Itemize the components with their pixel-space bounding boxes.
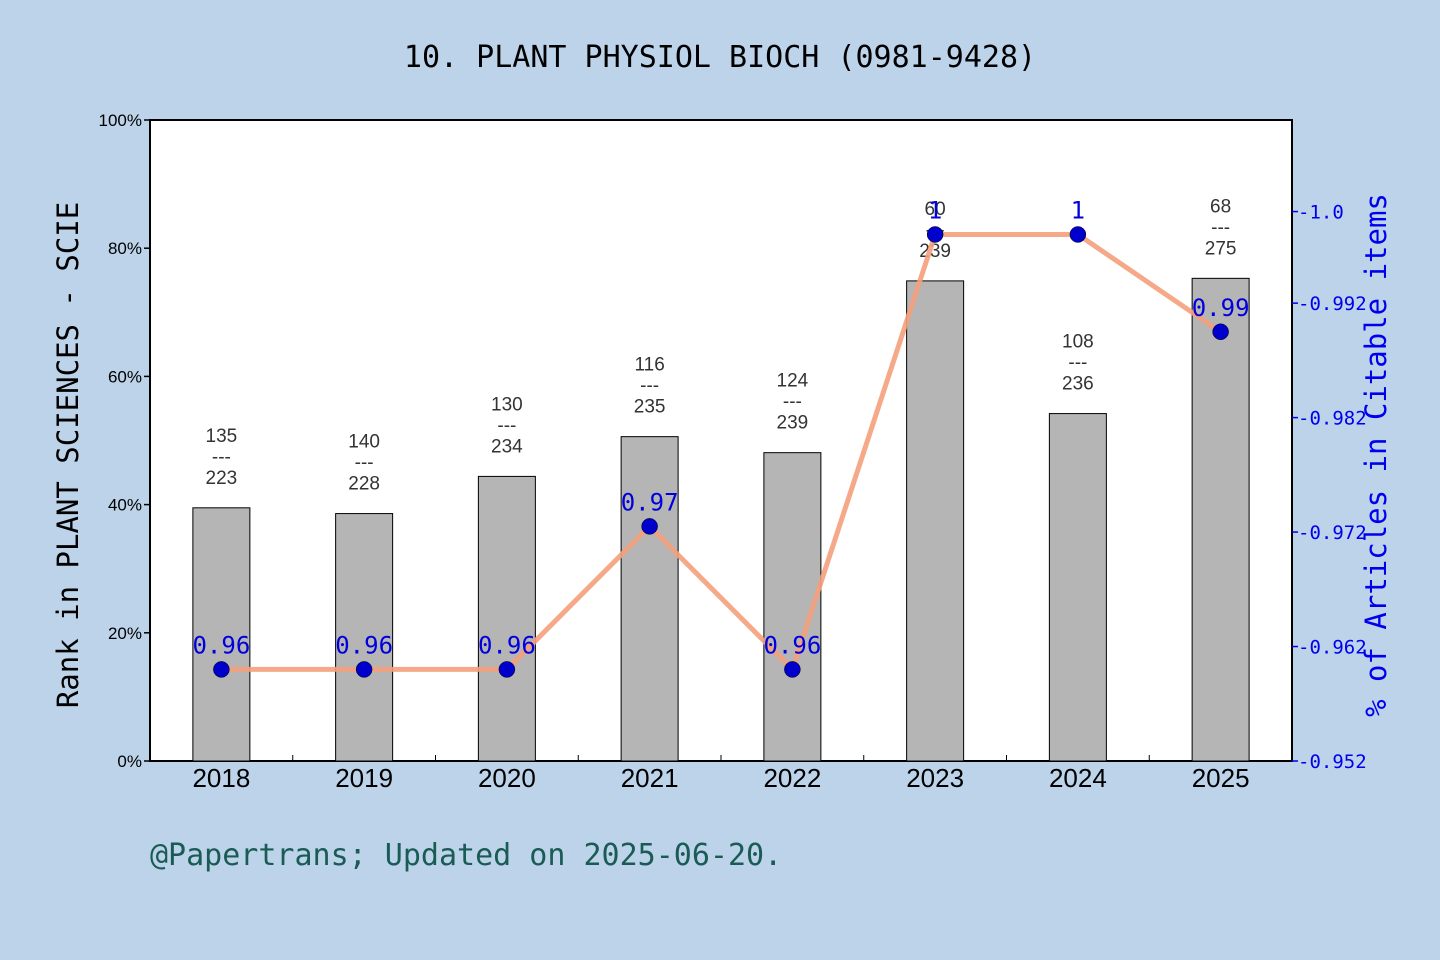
bar-label-bottom: 228 bbox=[348, 474, 380, 495]
y-tick-label: 100% bbox=[99, 111, 142, 130]
bar-label: 108---236 bbox=[1062, 332, 1094, 395]
series-line bbox=[221, 231, 1223, 672]
bar-label-bottom: 223 bbox=[206, 468, 238, 489]
bar-label-sep: --- bbox=[212, 447, 231, 468]
bar-label: 135---223 bbox=[206, 426, 238, 489]
line-point-label: 1 bbox=[928, 196, 942, 224]
bar-label: 130---234 bbox=[491, 394, 523, 457]
bar-label-sep: --- bbox=[640, 376, 659, 397]
line-point-label: 0.96 bbox=[478, 631, 536, 659]
x-tick-label: 2021 bbox=[621, 763, 679, 793]
x-tick-label: 2024 bbox=[1049, 763, 1107, 793]
bar-label-bottom: 235 bbox=[634, 397, 666, 418]
line-point-label: 0.97 bbox=[621, 488, 679, 516]
bar-label-bottom: 239 bbox=[777, 413, 809, 434]
y2-tick-label: -0.982 bbox=[1298, 408, 1367, 430]
bar-label-sep: --- bbox=[355, 453, 374, 474]
bar bbox=[620, 436, 679, 762]
bar bbox=[477, 475, 536, 762]
bar-label-bottom: 239 bbox=[919, 241, 951, 262]
bar-label-top: 124 bbox=[777, 371, 809, 392]
x-tick-label: 2023 bbox=[906, 763, 964, 793]
bar bbox=[906, 280, 965, 762]
line-point-label: 0.96 bbox=[763, 631, 821, 659]
bar-label-sep: --- bbox=[783, 392, 802, 413]
line-point bbox=[784, 661, 801, 678]
bar-label-top: 116 bbox=[634, 355, 664, 376]
y2-tick-label: -0.992 bbox=[1298, 293, 1367, 315]
bar-label-top: 135 bbox=[206, 426, 238, 447]
y2-tick-label: -0.962 bbox=[1298, 637, 1367, 659]
bar-label: 116---235 bbox=[634, 355, 666, 418]
bar-label-sep: --- bbox=[497, 415, 516, 436]
line-point-label: 0.96 bbox=[192, 631, 250, 659]
line-point-label: 0.99 bbox=[1192, 294, 1250, 322]
y2-tick-label: -0.972 bbox=[1298, 522, 1367, 544]
bar-label-bottom: 275 bbox=[1205, 238, 1237, 259]
x-tick-label: 2018 bbox=[192, 763, 250, 793]
bar bbox=[335, 513, 394, 762]
bar-label-top: 140 bbox=[348, 432, 380, 453]
line-point bbox=[213, 661, 230, 678]
y-tick-label: 0% bbox=[117, 752, 142, 771]
line-point bbox=[926, 226, 944, 243]
line-point-label: 1 bbox=[1071, 196, 1085, 224]
x-tick-label: 2020 bbox=[478, 763, 536, 793]
bar-label-top: 130 bbox=[491, 394, 523, 415]
y-tick-label: 60% bbox=[108, 367, 142, 386]
chart-title: 10. PLANT PHYSIOL BIOCH (0981-9428) bbox=[404, 40, 1036, 75]
line-point bbox=[498, 661, 516, 678]
x-tick-label: 2025 bbox=[1192, 763, 1250, 793]
bar-label-top: 60 bbox=[925, 199, 946, 220]
line-point bbox=[1069, 226, 1087, 243]
bar-label-sep: --- bbox=[1068, 353, 1087, 374]
x-tick-label: 2022 bbox=[763, 763, 821, 793]
y-axis-title: Rank in PLANT SCIENCES - SCIE bbox=[51, 202, 85, 708]
x-tick-label: 2019 bbox=[335, 763, 393, 793]
line-point bbox=[1212, 323, 1229, 341]
line-point-label: 0.96 bbox=[335, 631, 393, 659]
bar-label: 140---228 bbox=[348, 432, 380, 495]
y-tick-label: 40% bbox=[108, 496, 142, 515]
y-tick-label: 80% bbox=[108, 239, 142, 258]
y2-tick-label: -1.0 bbox=[1298, 202, 1344, 224]
bar-label-top: 68 bbox=[1210, 196, 1231, 217]
y-tick-label: 20% bbox=[108, 624, 142, 643]
bar-label: 68---275 bbox=[1205, 196, 1237, 259]
bar-label-top: 108 bbox=[1062, 332, 1094, 353]
line-point bbox=[641, 518, 658, 535]
bar bbox=[1191, 277, 1250, 762]
y2-axis-title: % of Articles in Citable items bbox=[1359, 193, 1393, 717]
bar-label-bottom: 234 bbox=[491, 436, 523, 457]
plot-area bbox=[149, 119, 1293, 762]
line-point bbox=[355, 661, 373, 678]
footer-credit: @Papertrans; Updated on 2025-06-20. bbox=[150, 838, 782, 873]
bar-label-sep: --- bbox=[1211, 217, 1230, 238]
bar bbox=[1048, 413, 1107, 762]
y2-tick-label: -0.952 bbox=[1298, 751, 1367, 773]
bar-label: 124---239 bbox=[777, 371, 809, 434]
bar bbox=[192, 507, 251, 762]
bar-label-bottom: 236 bbox=[1062, 374, 1094, 395]
